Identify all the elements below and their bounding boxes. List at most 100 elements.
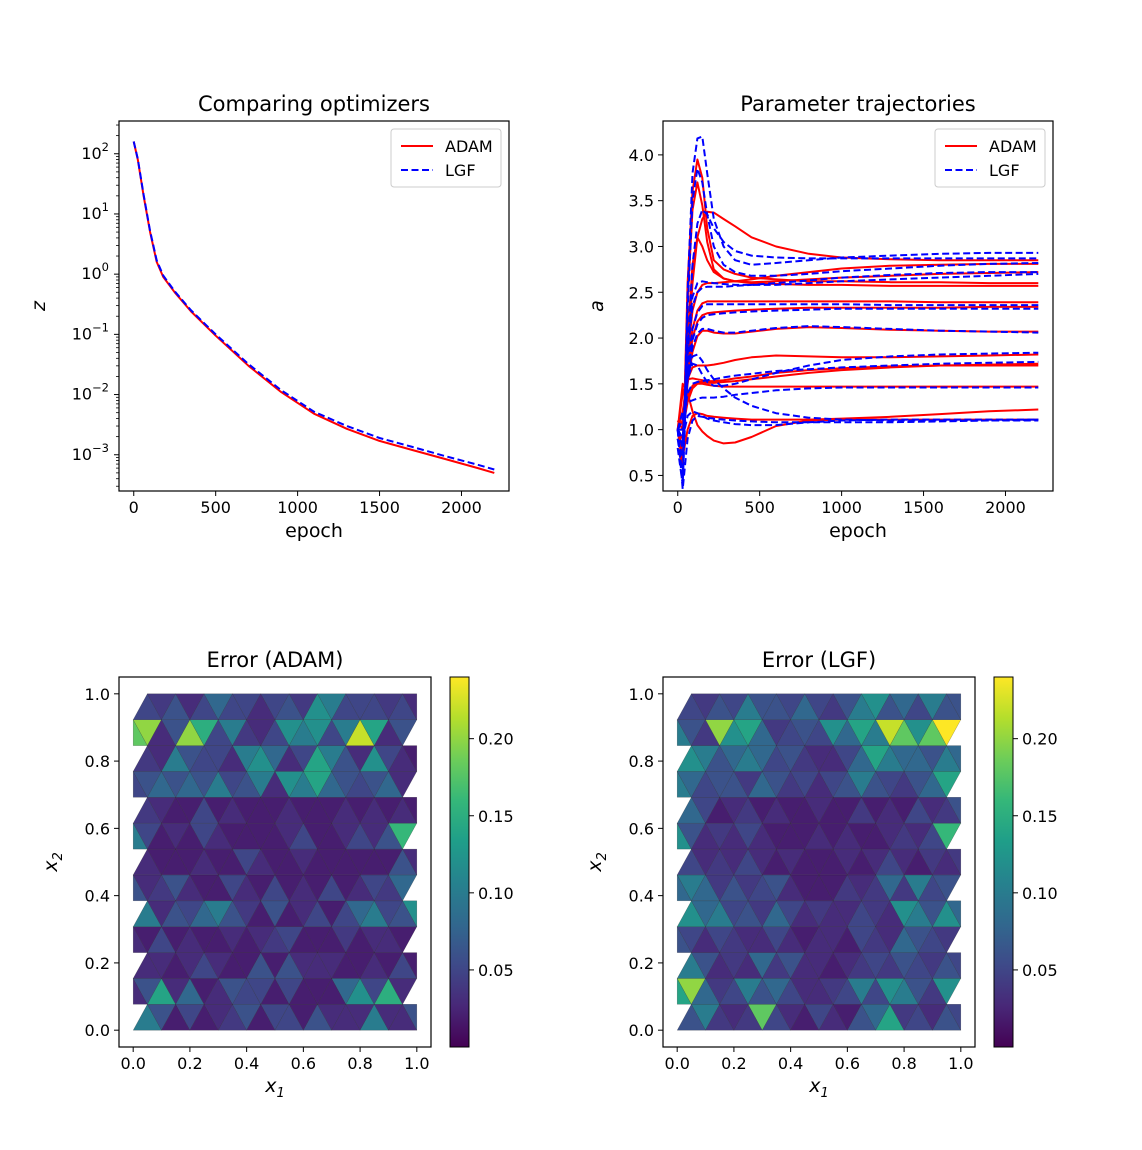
y-tick-label: 2.0: [629, 329, 654, 348]
y-tick-label: 0.0: [629, 1021, 654, 1040]
y-tick-label: 10−2: [72, 381, 109, 404]
series-line-adam-12: [676, 382, 1039, 445]
y-tick-label: 0.4: [629, 887, 654, 906]
y-tick-label: 0.4: [85, 887, 110, 906]
y-tick-label: 3.5: [629, 192, 654, 211]
y-tick-label: 100: [81, 260, 109, 283]
series-line-lgf-1: [132, 141, 495, 471]
y-tick-label: 0.2: [85, 954, 110, 973]
y-tick-exponent: 1: [102, 200, 109, 214]
y-tick-label: 1.0: [629, 685, 654, 704]
chart-title: Comparing optimizers: [198, 92, 430, 116]
colorbar-tick-label: 0.10: [1022, 884, 1058, 903]
y-tick-label: 0.6: [629, 819, 654, 838]
x-tick-label: 500: [744, 498, 775, 517]
x-tick-label: 0.4: [778, 1054, 803, 1073]
mesh-cell: [402, 797, 417, 824]
series-line-lgf-26: [676, 414, 1039, 491]
x-tick-label: 1000: [821, 498, 862, 517]
x-axis-label-base: x: [808, 1075, 821, 1097]
legend-label-adam: ADAM: [989, 137, 1037, 156]
y-axis-label-sub: 2: [595, 852, 610, 860]
series-line-lgf-27: [676, 410, 1039, 440]
x-tick-label: 0.8: [891, 1054, 916, 1073]
x-tick-label: 0.4: [234, 1054, 259, 1073]
legend-box: [390, 128, 502, 188]
colorbar: 0.05 0.10 0.15 0.20: [449, 676, 514, 1048]
y-tick-label: 0.6: [85, 819, 110, 838]
x-tick-label: 0.2: [721, 1054, 746, 1073]
x-axis-label-sub: 1: [820, 1086, 828, 1101]
y-axis-label: a: [586, 300, 608, 312]
x-tick-label: 0.2: [177, 1054, 202, 1073]
y-tick-exponent: −1: [92, 320, 109, 334]
colorbar-tick-label: 0.10: [478, 884, 514, 903]
plot-frame: [118, 676, 432, 1048]
x-tick-label: 500: [200, 498, 231, 517]
y-tick-exponent: 0: [102, 260, 109, 274]
mesh-cell: [946, 900, 961, 927]
x-tick-label: 2000: [441, 498, 482, 517]
series-line-lgf-24: [676, 353, 1039, 431]
x-tick-label: 0: [129, 498, 139, 517]
line-chart-1: Parameter trajectories 0 500 1000 1500 2000 0.…: [586, 92, 1054, 542]
y-tick-label: 10−3: [72, 441, 109, 464]
series-line-adam-13: [676, 408, 1039, 459]
series-line-lgf-25: [676, 386, 1039, 430]
y-tick-label: 4.0: [629, 146, 654, 165]
y-tick-label: 0.5: [629, 466, 654, 485]
series-line-adam-0: [132, 141, 495, 474]
series-line-lgf-21: [676, 325, 1039, 449]
mesh: [676, 693, 962, 1031]
y-tick-exponent: 2: [102, 140, 109, 154]
mesh-cell: [946, 952, 961, 979]
chart-title: Error (ADAM): [207, 648, 344, 672]
mesh-cell: [402, 1004, 417, 1031]
series-line-lgf-19: [676, 303, 1039, 449]
series-line-lgf-23: [677, 360, 1039, 431]
series-group: [676, 135, 1039, 491]
mesh-cell: [402, 952, 417, 979]
x-tick-label: 1500: [903, 498, 944, 517]
chart-title: Parameter trajectories: [740, 92, 975, 116]
y-tick-base: 10: [72, 324, 92, 343]
mesh-cell: [946, 848, 961, 875]
colorbar-tick-label: 0.05: [1022, 961, 1058, 980]
x-tick-label: 0.0: [120, 1054, 145, 1073]
colorbar-tick-label: 0.15: [1022, 807, 1058, 826]
legend-box: [934, 128, 1046, 188]
y-axis-label-base: x: [584, 860, 606, 873]
x-axis-label: epoch: [829, 520, 887, 542]
x-tick-label: 0.6: [835, 1054, 860, 1073]
series-line-lgf-18: [676, 271, 1039, 440]
y-tick-base: 10: [81, 204, 101, 223]
colorbar: 0.05 0.10 0.15 0.20: [993, 676, 1058, 1048]
legend: ADAM LGF: [934, 128, 1046, 188]
series-line-adam-11: [676, 364, 1039, 430]
colorbar-tick-label: 0.20: [478, 730, 514, 749]
x-tick-label: 1.0: [404, 1054, 429, 1073]
y-tick-label: 102: [81, 140, 109, 163]
y-axis-label: z: [28, 300, 50, 312]
colorbar-tick-label: 0.15: [478, 807, 514, 826]
legend-label-lgf: LGF: [989, 161, 1020, 180]
tripcolor-chart-3: Error (LGF) 0.0 0.2 0.4 0.6 0.8 1.0 0.0 0.2 0.4 0.…: [584, 648, 1058, 1101]
series-line-adam-3: [676, 210, 1039, 468]
x-axis-label: x1: [264, 1075, 285, 1101]
y-axis-label-sub: 2: [51, 852, 66, 860]
colorbar-bar: [449, 676, 470, 1048]
mesh-cell: [946, 745, 961, 772]
series-line-adam-8: [676, 353, 1039, 430]
mesh-cell: [402, 848, 417, 875]
x-tick-label: 1000: [277, 498, 318, 517]
y-tick-label: 0.0: [85, 1021, 110, 1040]
y-tick-label: 0.2: [629, 954, 654, 973]
series-line-lgf-15: [676, 167, 1039, 477]
y-tick-label: 0.8: [629, 752, 654, 771]
y-tick-label: 2.5: [629, 283, 654, 302]
x-tick-label: 0.8: [347, 1054, 372, 1073]
series-line-lgf-17: [676, 272, 1039, 449]
x-tick-label: 0.6: [291, 1054, 316, 1073]
series-line-lgf-16: [676, 208, 1039, 486]
